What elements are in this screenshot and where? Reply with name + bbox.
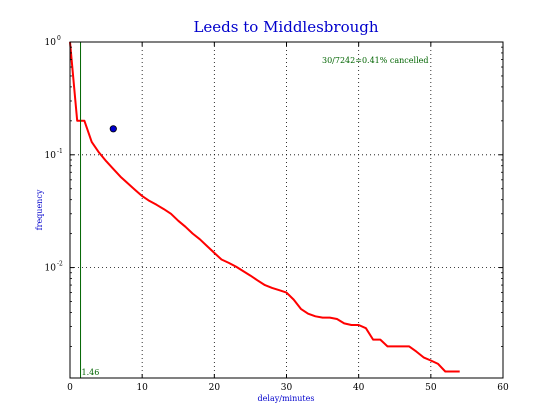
x-tick-label: 30 (281, 383, 293, 393)
x-tick-label: 10 (136, 383, 148, 393)
delay-frequency-line (69, 41, 460, 373)
x-tick-label: 50 (425, 383, 437, 393)
y-tick-exponent: -2 (57, 261, 63, 268)
x-axis-label: delay/minutes (258, 394, 315, 403)
x-tick-label: 60 (497, 383, 509, 393)
vline-label: 1.46 (82, 368, 100, 377)
y-axis-label: frequency (35, 189, 44, 230)
cancelled-annotation: 30/7242=0.41% cancelled (322, 56, 428, 65)
marks (80, 42, 117, 378)
x-tick-label: 40 (353, 383, 365, 393)
series-layer (69, 41, 460, 373)
mean-point (109, 125, 117, 133)
y-tick-label: 10 (45, 151, 57, 161)
y-tick-exponent: -1 (57, 148, 63, 155)
x-tick-label: 20 (209, 383, 221, 393)
y-tick-exponent: 0 (57, 35, 61, 42)
x-tick-label: 0 (67, 383, 73, 393)
chart-title: Leeds to Middlesbrough (193, 18, 378, 36)
y-tick-label: 10 (45, 38, 57, 48)
y-tick-label: 10 (45, 264, 57, 274)
grid (70, 42, 503, 378)
